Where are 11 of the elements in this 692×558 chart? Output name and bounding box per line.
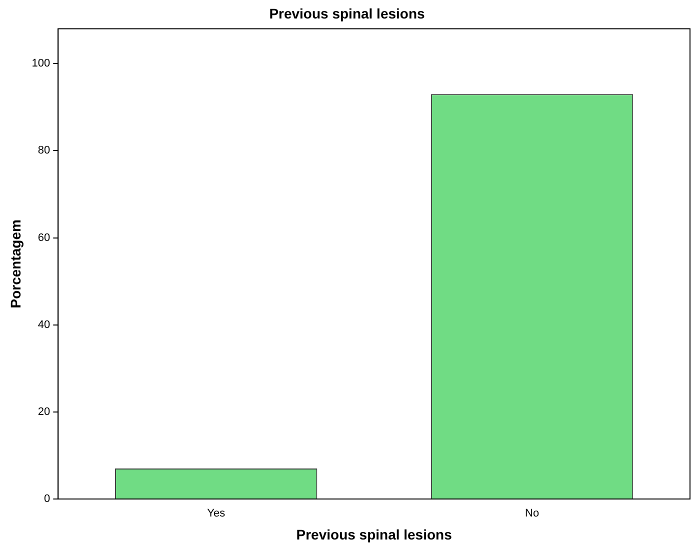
y-tick-label: 20 <box>38 406 50 418</box>
x-axis-title: Previous spinal lesions <box>296 526 452 542</box>
chart-title: Previous spinal lesions <box>269 5 426 22</box>
y-tick-label: 80 <box>38 144 50 157</box>
x-tick-label: Yes <box>207 508 226 520</box>
y-tick-label: 0 <box>44 493 50 506</box>
y-axis-title: Porcentagem <box>7 220 24 308</box>
y-tick-label: 40 <box>38 318 50 331</box>
y-tick-label: 60 <box>38 232 50 244</box>
x-tick-label: No <box>525 508 540 520</box>
y-tick-label: 100 <box>32 58 50 70</box>
